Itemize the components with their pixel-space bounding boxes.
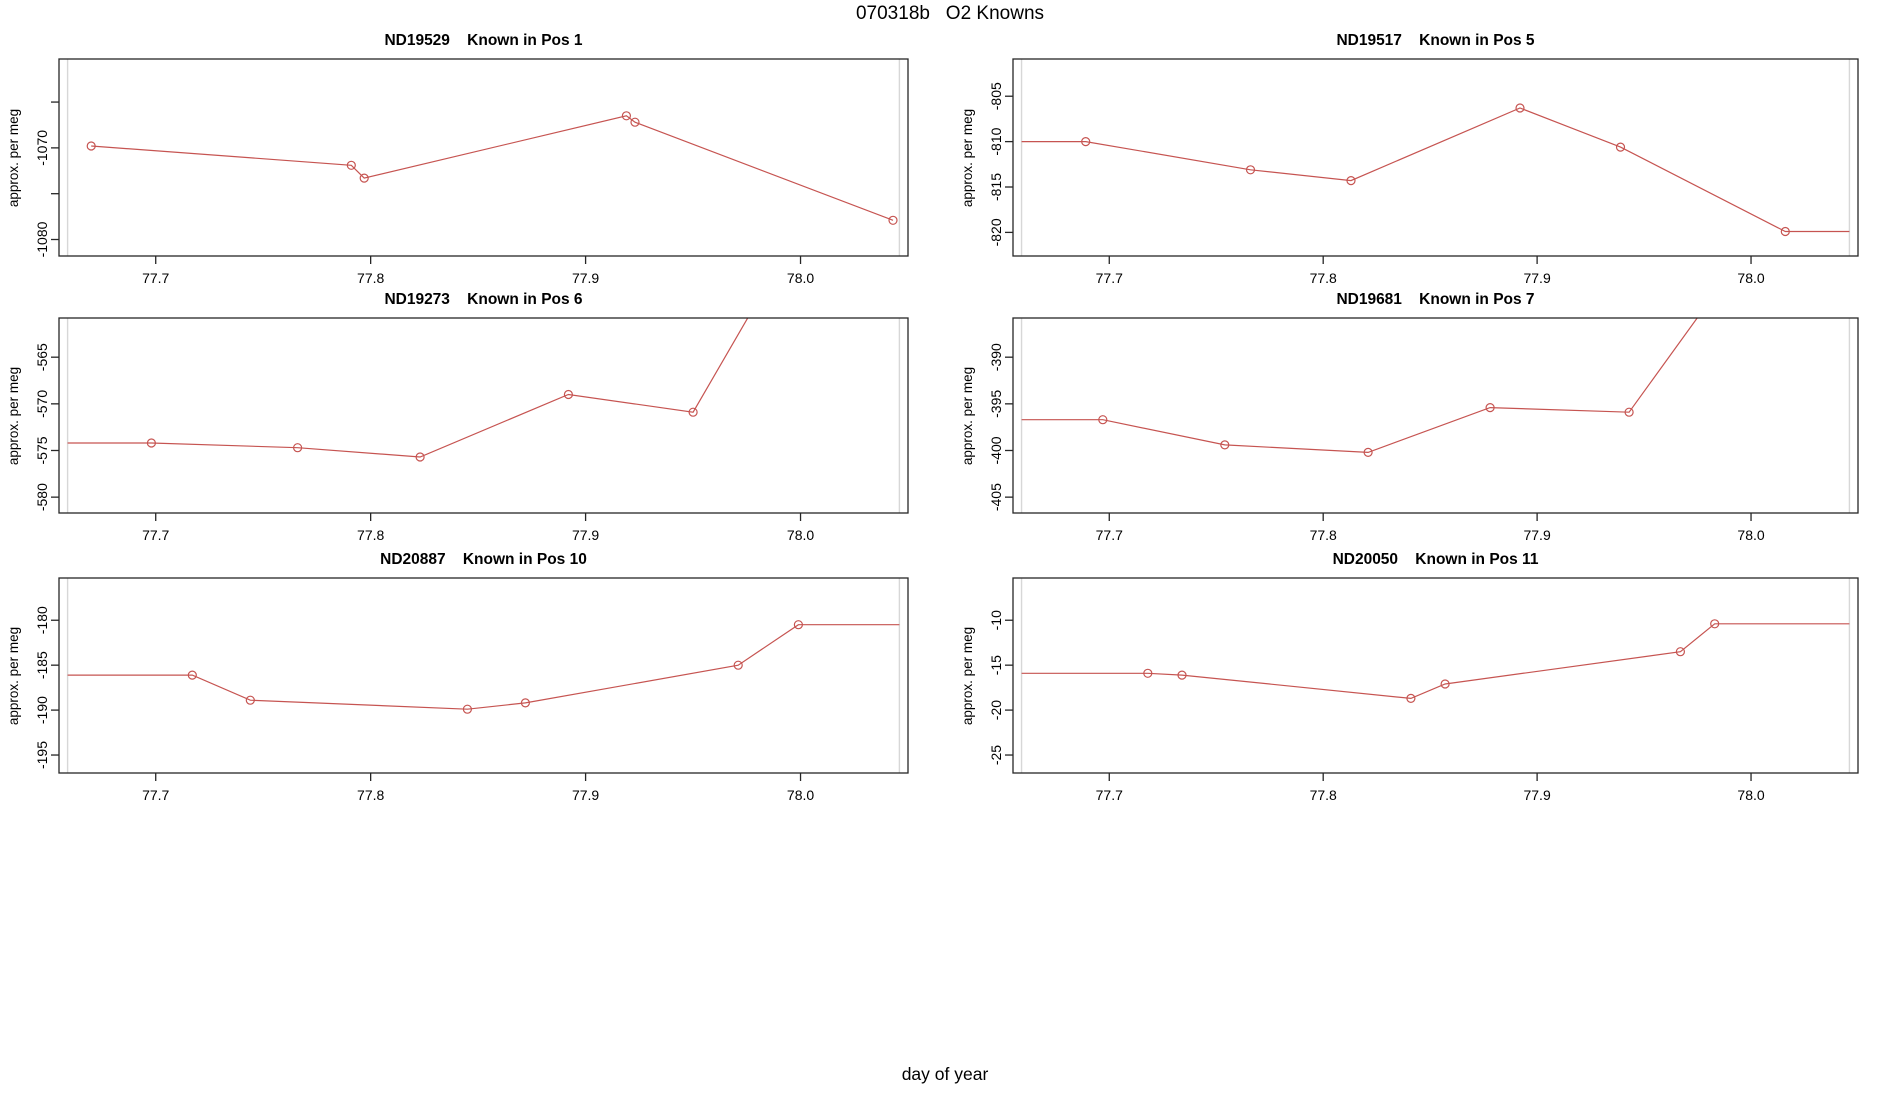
svg-text:-190: -190: [34, 696, 50, 724]
svg-text:-390: -390: [988, 343, 1004, 371]
svg-text:-1080: -1080: [34, 221, 50, 257]
svg-text:-575: -575: [34, 436, 50, 464]
svg-text:-185: -185: [34, 651, 50, 679]
svg-text:77.9: 77.9: [572, 270, 599, 286]
svg-text:-565: -565: [34, 343, 50, 371]
subplot-title: ND20887 Known in Pos 10: [380, 551, 587, 568]
svg-text:77.7: 77.7: [1096, 787, 1123, 803]
svg-text:77.8: 77.8: [1310, 270, 1337, 286]
plot-canvas: 77.7 77.8 77.9 78.0 -10 -15 -20 -25: [988, 577, 1859, 803]
svg-text:-570: -570: [34, 390, 50, 418]
plot-canvas: 77.7 77.8 77.9 78.0 -180 -185 -190 -195: [34, 577, 909, 803]
svg-text:-580: -580: [34, 483, 50, 511]
subplot-title: ND19517 Known in Pos 5: [1336, 32, 1535, 49]
svg-text:-180: -180: [34, 606, 50, 634]
svg-text:-15: -15: [988, 655, 1004, 675]
svg-text:-395: -395: [988, 390, 1004, 418]
svg-text:78.0: 78.0: [787, 787, 814, 803]
svg-text:77.9: 77.9: [1523, 270, 1550, 286]
subplot-title: ND20050 Known in Pos 11: [1332, 551, 1539, 568]
svg-text:78.0: 78.0: [787, 270, 814, 286]
subplot-title: ND19529 Known in Pos 1: [384, 32, 583, 49]
svg-text:-25: -25: [988, 745, 1004, 765]
svg-text:77.7: 77.7: [142, 787, 169, 803]
figure-title: 070318b O2 Knowns: [855, 3, 1045, 24]
svg-text:77.8: 77.8: [1310, 527, 1337, 543]
svg-text:77.9: 77.9: [572, 527, 599, 543]
subplot-title: ND19273 Known in Pos 6: [384, 291, 583, 308]
svg-text:-815: -815: [988, 173, 1004, 201]
svg-text:77.8: 77.8: [1310, 787, 1337, 803]
svg-text:78.0: 78.0: [1737, 270, 1764, 286]
svg-text:78.0: 78.0: [787, 527, 814, 543]
svg-text:77.7: 77.7: [1096, 527, 1123, 543]
svg-text:78.0: 78.0: [1737, 787, 1764, 803]
svg-text:-10: -10: [988, 610, 1004, 630]
svg-text:-820: -820: [988, 218, 1004, 246]
svg-text:77.8: 77.8: [357, 270, 384, 286]
x-axis-label: day of year: [901, 1064, 989, 1084]
svg-text:78.0: 78.0: [1737, 527, 1764, 543]
plot-canvas: 77.7 77.8 77.9 78.0 -390 -395 -400 -405: [988, 317, 1859, 543]
svg-text:-405: -405: [988, 483, 1004, 511]
svg-text:-195: -195: [34, 741, 50, 769]
svg-text:77.7: 77.7: [142, 527, 169, 543]
svg-text:-1070: -1070: [34, 130, 50, 166]
svg-text:77.9: 77.9: [1523, 527, 1550, 543]
svg-text:77.8: 77.8: [357, 527, 384, 543]
svg-text:-810: -810: [988, 127, 1004, 155]
svg-text:77.8: 77.8: [357, 787, 384, 803]
subplot-title: ND19681 Known in Pos 7: [1336, 291, 1535, 308]
svg-text:-400: -400: [988, 436, 1004, 464]
plot-canvas: 77.7 77.8 77.9 78.0 -565 -570 -575 -580: [34, 317, 909, 543]
svg-text:-805: -805: [988, 82, 1004, 110]
plot-canvas: 77.7 77.8 77.9 78.0 -1070 -1080: [34, 58, 909, 286]
svg-text:77.7: 77.7: [142, 270, 169, 286]
plot-canvas: 77.7 77.8 77.9 78.0 -805 -810 -815 -820: [988, 58, 1859, 286]
svg-text:77.9: 77.9: [572, 787, 599, 803]
svg-text:77.7: 77.7: [1096, 270, 1123, 286]
svg-text:77.9: 77.9: [1523, 787, 1550, 803]
svg-text:-20: -20: [988, 700, 1004, 720]
